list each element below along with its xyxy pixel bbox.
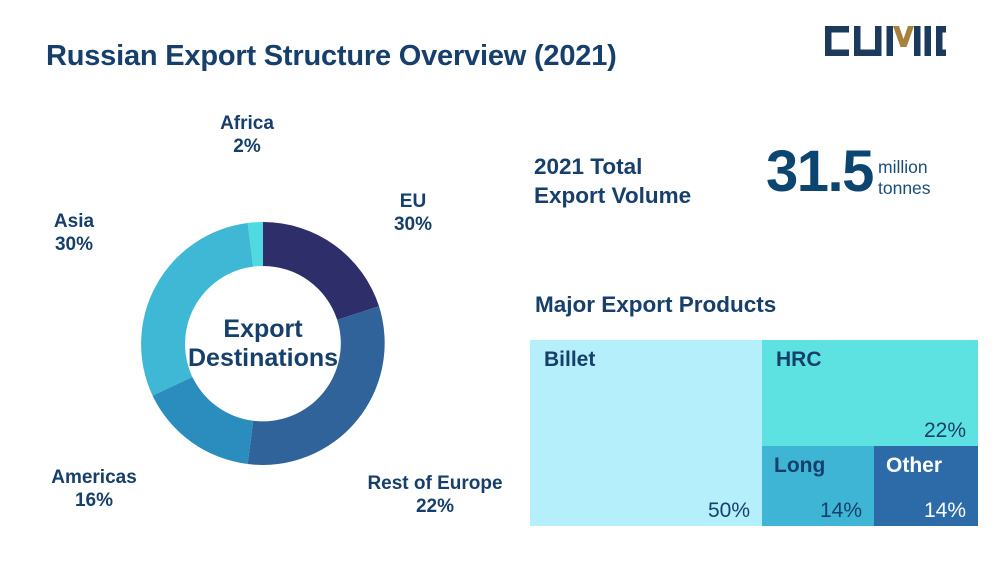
total-export-volume-stat: 2021 Total Export Volume 31.5 million to… [534, 143, 984, 226]
total-export-volume-label: 2021 Total Export Volume [534, 152, 691, 211]
donut-label-rest-of-europe-value: 22% [415, 496, 455, 518]
donut-label-asia-name: Asia [53, 211, 95, 232]
total-export-volume-unit-line1: million [878, 157, 928, 177]
donut-label-asia: Asia 30% [16, 210, 132, 256]
treemap-tile-other[interactable]: Other 14% [874, 446, 978, 526]
donut-label-americas: Americas 16% [14, 466, 174, 512]
treemap-tile-hrc[interactable]: HRC 22% [762, 340, 978, 446]
donut-label-eu: EU 30% [360, 190, 466, 236]
page-title: Russian Export Structure Overview (2021) [46, 40, 617, 72]
treemap-tile-other-value: 14% [923, 498, 966, 522]
major-export-products-treemap: Billet 50% HRC 22% Long 14% Other 14% [530, 340, 978, 526]
donut-slice-asia[interactable] [141, 222, 254, 396]
treemap-tile-other-label: Other [886, 454, 943, 477]
donut-label-eu-name: EU [399, 191, 427, 212]
donut-label-africa-name: Africa [220, 113, 274, 134]
total-export-volume-unit: million tonnes [878, 157, 931, 200]
donut-label-americas-name: Americas [51, 467, 137, 488]
total-export-volume-label-line1: 2021 Total [534, 154, 643, 179]
cumic-logo [823, 24, 948, 58]
donut-label-eu-value: 30% [393, 214, 433, 236]
total-export-volume-label-line2: Export Volume [534, 183, 692, 209]
donut-label-africa-value: 2% [233, 136, 261, 158]
treemap-tile-billet[interactable]: Billet 50% [530, 340, 762, 526]
donut-slice-africa[interactable] [247, 222, 263, 267]
donut-label-rest-of-europe: Rest of Europe 22% [338, 472, 532, 518]
treemap-tile-billet-value: 50% [707, 498, 750, 522]
major-export-products-title: Major Export Products [535, 292, 777, 317]
treemap-tile-long[interactable]: Long 14% [762, 446, 874, 526]
treemap-tile-long-value: 14% [819, 498, 862, 522]
treemap-tile-hrc-value: 22% [923, 418, 966, 442]
treemap-tile-hrc-label: HRC [776, 348, 822, 371]
donut-slice-eu[interactable] [263, 222, 380, 320]
total-export-volume-unit-line2: tonnes [878, 178, 931, 199]
donut-slice-rest-of-europe[interactable] [247, 306, 385, 465]
treemap-tile-long-label: Long [774, 454, 826, 477]
donut-label-americas-value: 16% [74, 490, 114, 512]
donut-label-asia-value: 30% [54, 234, 94, 256]
treemap-tile-billet-label: Billet [544, 348, 596, 371]
donut-label-rest-of-europe-name: Rest of Europe [367, 473, 503, 494]
donut-slice-americas[interactable] [152, 376, 254, 465]
total-export-volume-value: 31.5 [766, 139, 874, 204]
donut-label-africa: Africa 2% [183, 112, 311, 158]
